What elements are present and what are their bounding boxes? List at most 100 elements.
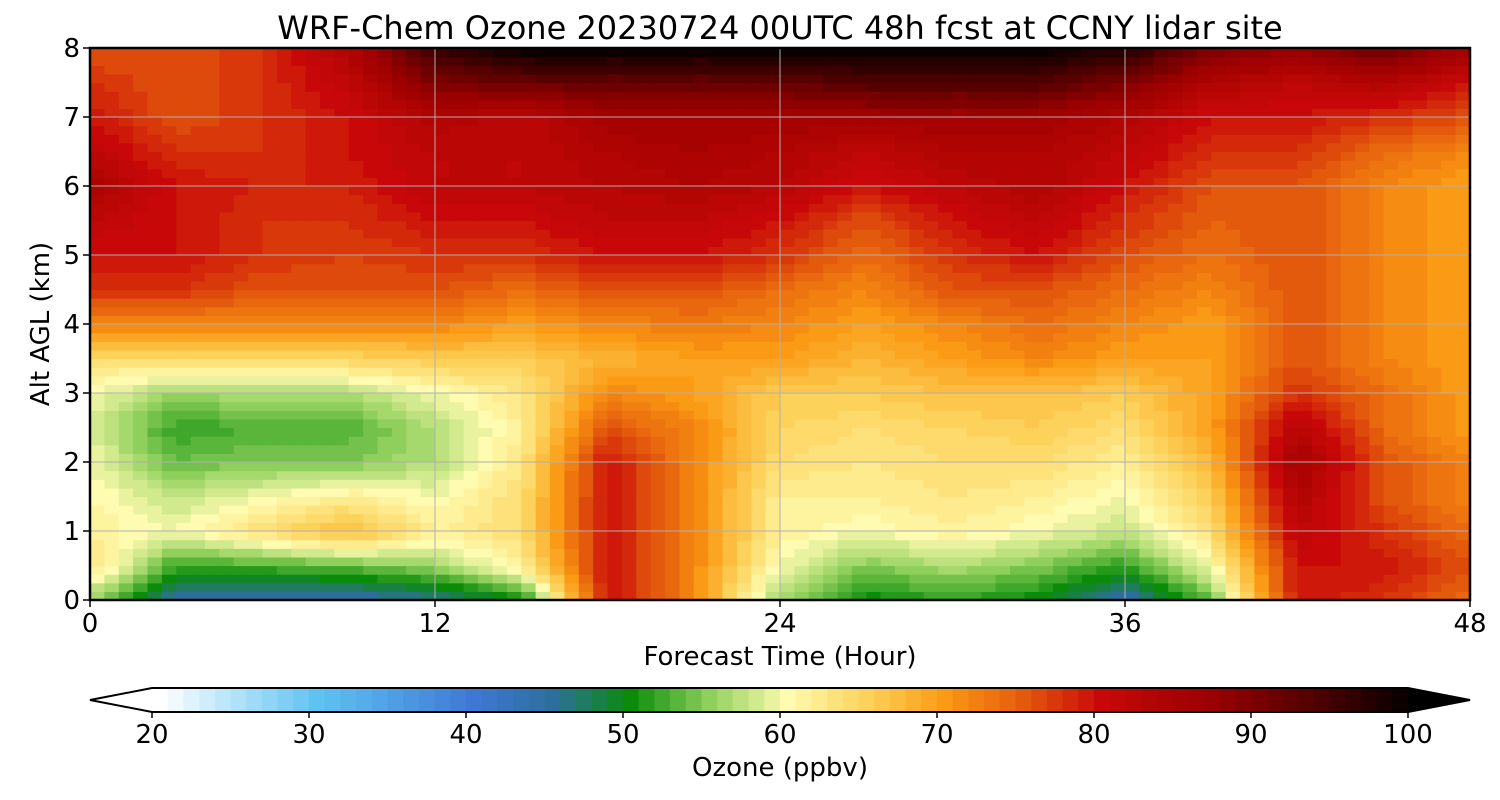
heatmap-cell xyxy=(1081,246,1097,256)
heatmap-cell xyxy=(118,220,134,230)
heatmap-cell xyxy=(104,151,120,161)
heatmap-cell xyxy=(966,289,982,299)
heatmap-cell xyxy=(837,186,853,196)
heatmap-cell xyxy=(118,237,134,247)
heatmap-cell xyxy=(851,229,867,239)
heatmap-cell xyxy=(1441,246,1457,256)
heatmap-cell xyxy=(1053,462,1069,472)
heatmap-cell xyxy=(1426,591,1442,601)
heatmap-cell xyxy=(1096,556,1112,567)
heatmap-cell xyxy=(521,410,537,420)
heatmap-cell xyxy=(866,289,882,299)
heatmap-cell xyxy=(463,324,479,334)
heatmap-cell xyxy=(607,168,623,178)
heatmap-cell xyxy=(1067,548,1083,558)
heatmap-cell xyxy=(1326,444,1342,454)
heatmap-cell xyxy=(435,548,450,558)
heatmap-cell xyxy=(1326,272,1342,282)
heatmap-cell xyxy=(794,186,810,196)
heatmap-cell xyxy=(535,332,551,342)
heatmap-cell xyxy=(1383,393,1399,403)
heatmap-cell xyxy=(995,211,1011,222)
heatmap-cell xyxy=(1383,315,1399,325)
heatmap-cell xyxy=(219,513,235,523)
heatmap-cell xyxy=(535,582,551,592)
heatmap-cell xyxy=(1326,556,1342,567)
heatmap-cell xyxy=(1297,462,1313,472)
heatmap-cell xyxy=(1268,384,1284,394)
heatmap-cell xyxy=(449,272,465,282)
heatmap-cell xyxy=(118,418,134,429)
heatmap-cell xyxy=(1096,375,1112,385)
heatmap-cell xyxy=(995,384,1011,394)
heatmap-cell xyxy=(1340,470,1356,480)
heatmap-cell xyxy=(765,444,781,454)
heatmap-cell xyxy=(665,487,680,498)
heatmap-cell xyxy=(147,367,163,377)
heatmap-cell xyxy=(118,384,134,394)
heatmap-cell xyxy=(1240,349,1255,360)
heatmap-cell xyxy=(1053,332,1069,342)
heatmap-cell xyxy=(133,513,149,523)
heatmap-cell xyxy=(1168,522,1184,532)
heatmap-cell xyxy=(291,263,307,273)
heatmap-cell xyxy=(823,470,839,480)
heatmap-cell xyxy=(190,324,206,334)
heatmap-cell xyxy=(478,548,494,558)
heatmap-cell xyxy=(909,565,925,575)
heatmap-cell xyxy=(435,539,450,549)
heatmap-cell xyxy=(1283,453,1299,463)
heatmap-cell xyxy=(851,556,867,567)
heatmap-cell xyxy=(794,194,810,204)
heatmap-cell xyxy=(305,479,321,489)
heatmap-cell xyxy=(1240,358,1255,368)
heatmap-cell xyxy=(1010,332,1025,342)
heatmap-cell xyxy=(176,324,192,334)
heatmap-cell xyxy=(1326,177,1342,187)
heatmap-cell xyxy=(1053,479,1069,489)
heatmap-cell xyxy=(722,410,738,420)
heatmap-cell xyxy=(952,272,968,282)
heatmap-cell xyxy=(621,410,637,420)
heatmap-cell xyxy=(578,315,594,325)
heatmap-cell xyxy=(650,367,666,377)
heatmap-cell xyxy=(1326,505,1342,515)
heatmap-cell xyxy=(736,565,752,575)
heatmap-cell xyxy=(1383,427,1399,437)
heatmap-cell xyxy=(521,349,537,360)
heatmap-cell xyxy=(161,229,177,239)
heatmap-cell xyxy=(1081,186,1097,196)
heatmap-cell xyxy=(1398,263,1414,273)
heatmap-cell xyxy=(909,418,925,429)
heatmap-cell xyxy=(1110,315,1126,325)
heatmap-cell xyxy=(722,324,738,334)
heatmap-cell xyxy=(938,410,954,420)
heatmap-cell xyxy=(147,548,163,558)
heatmap-cell xyxy=(463,211,479,222)
heatmap-cell xyxy=(1355,548,1370,558)
heatmap-cell xyxy=(161,418,177,429)
heatmap-cell xyxy=(305,194,321,204)
heatmap-cell xyxy=(866,298,882,308)
heatmap-cell xyxy=(190,306,206,316)
heatmap-cell xyxy=(320,367,335,377)
heatmap-cell xyxy=(377,367,393,377)
heatmap-cell xyxy=(1139,160,1155,170)
heatmap-cell xyxy=(1240,203,1255,213)
heatmap-cell xyxy=(808,401,824,411)
heatmap-cell xyxy=(521,531,537,541)
heatmap-cell xyxy=(492,272,508,282)
heatmap-cell xyxy=(1225,522,1241,532)
heatmap-cell xyxy=(607,548,623,558)
heatmap-cell xyxy=(391,453,407,463)
heatmap-cell xyxy=(995,401,1011,411)
heatmap-cell xyxy=(607,237,623,247)
heatmap-cell xyxy=(161,470,177,480)
heatmap-cell xyxy=(147,349,163,360)
heatmap-cell xyxy=(1455,401,1471,411)
heatmap-cell xyxy=(363,531,379,541)
heatmap-cell xyxy=(1168,582,1184,592)
heatmap-cell xyxy=(578,487,594,498)
heatmap-cell xyxy=(851,539,867,549)
heatmap-cell xyxy=(621,393,637,403)
